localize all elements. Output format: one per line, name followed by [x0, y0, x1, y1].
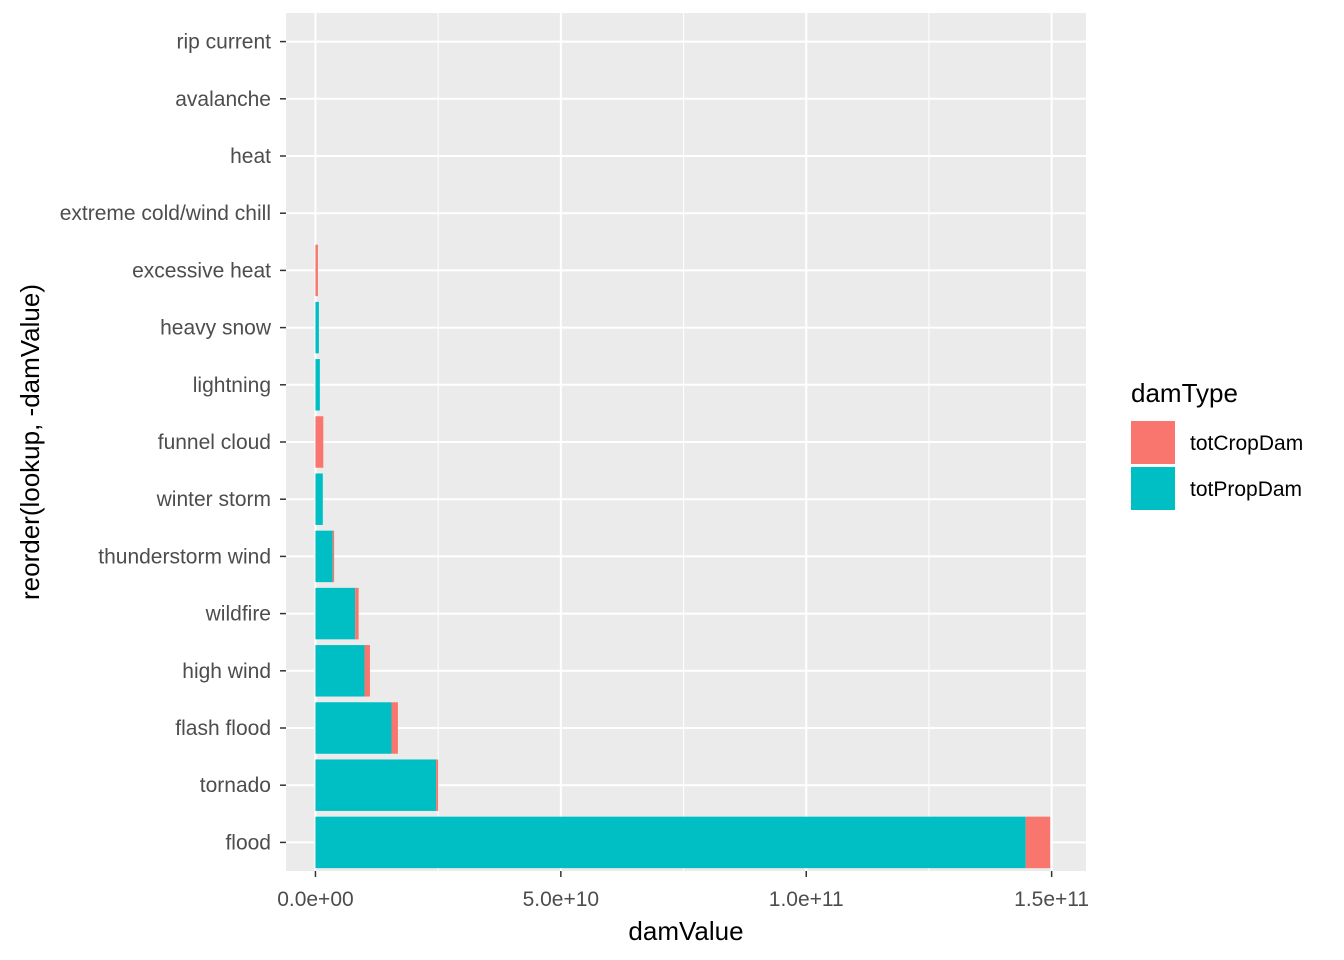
bar-totPropDam-tornado — [315, 759, 437, 811]
legend-key-totCropDam — [1131, 421, 1175, 464]
y-tick-label: excessive heat — [132, 259, 271, 282]
bar-totCropDam-excessive-heat — [315, 244, 318, 297]
y-tick-label: flash flood — [175, 717, 271, 740]
y-tick-label: thunderstorm wind — [98, 545, 271, 568]
y-tick-label: winter storm — [156, 488, 271, 511]
bar-totPropDam-high-wind — [315, 645, 365, 697]
x-axis-title: damValue — [628, 916, 743, 946]
x-tick-label: 1.5e+11 — [1014, 888, 1089, 911]
legend-label-totCropDam: totCropDam — [1190, 432, 1303, 455]
y-tick-label: lightning — [193, 374, 271, 397]
y-axis: flood tornado flash flood high wind wildfire… — [60, 31, 286, 854]
bar-totPropDam-flash-flood — [315, 702, 392, 754]
y-axis-title: reorder(lookup, -damValue) — [15, 284, 45, 600]
bar-totCropDam-wildfire — [355, 587, 359, 640]
y-tick-label: high wind — [182, 660, 271, 683]
bar-totCropDam-thunderstorm-wind — [332, 530, 335, 583]
bar-totPropDam-thunderstorm-wind — [315, 530, 333, 583]
legend-title: damType — [1131, 378, 1238, 408]
bar-totCropDam-tornado — [436, 759, 439, 811]
y-tick-label: heat — [230, 145, 271, 168]
legend-label-totPropDam: totPropDam — [1190, 478, 1302, 501]
x-axis: 0.0e+00 5.0e+10 1.0e+11 1.5e+11 — [277, 871, 1089, 911]
bar-totPropDam-lightning — [315, 359, 320, 411]
x-tick-label: 1.0e+11 — [769, 888, 844, 911]
y-tick-label: flood — [225, 831, 271, 854]
legend-key-totPropDam — [1131, 467, 1175, 510]
bar-totPropDam-flood — [315, 816, 1026, 869]
bar-totPropDam-heavy-snow — [315, 301, 319, 354]
legend: damType totCropDam totPropDam — [1131, 378, 1303, 510]
x-tick-label: 0.0e+00 — [277, 888, 354, 911]
y-tick-label: rip current — [176, 31, 271, 54]
bar-totPropDam-winter-storm — [315, 473, 323, 525]
x-tick-label: 5.0e+10 — [523, 888, 600, 911]
y-tick-label: extreme cold/wind chill — [60, 202, 271, 225]
bar-totCropDam-flood — [1025, 816, 1051, 869]
bar-totPropDam-wildfire — [315, 587, 356, 640]
bar-totCropDam-high-wind — [364, 645, 370, 697]
y-tick-label: heavy snow — [160, 317, 272, 340]
bars — [315, 244, 1051, 869]
y-tick-label: avalanche — [175, 88, 271, 111]
bar-totCropDam-flash-flood — [391, 702, 398, 754]
y-tick-label: wildfire — [205, 603, 271, 626]
y-tick-label: tornado — [200, 774, 271, 797]
bar-totCropDam-funnel-cloud — [315, 416, 324, 468]
y-tick-label: funnel cloud — [158, 431, 271, 454]
